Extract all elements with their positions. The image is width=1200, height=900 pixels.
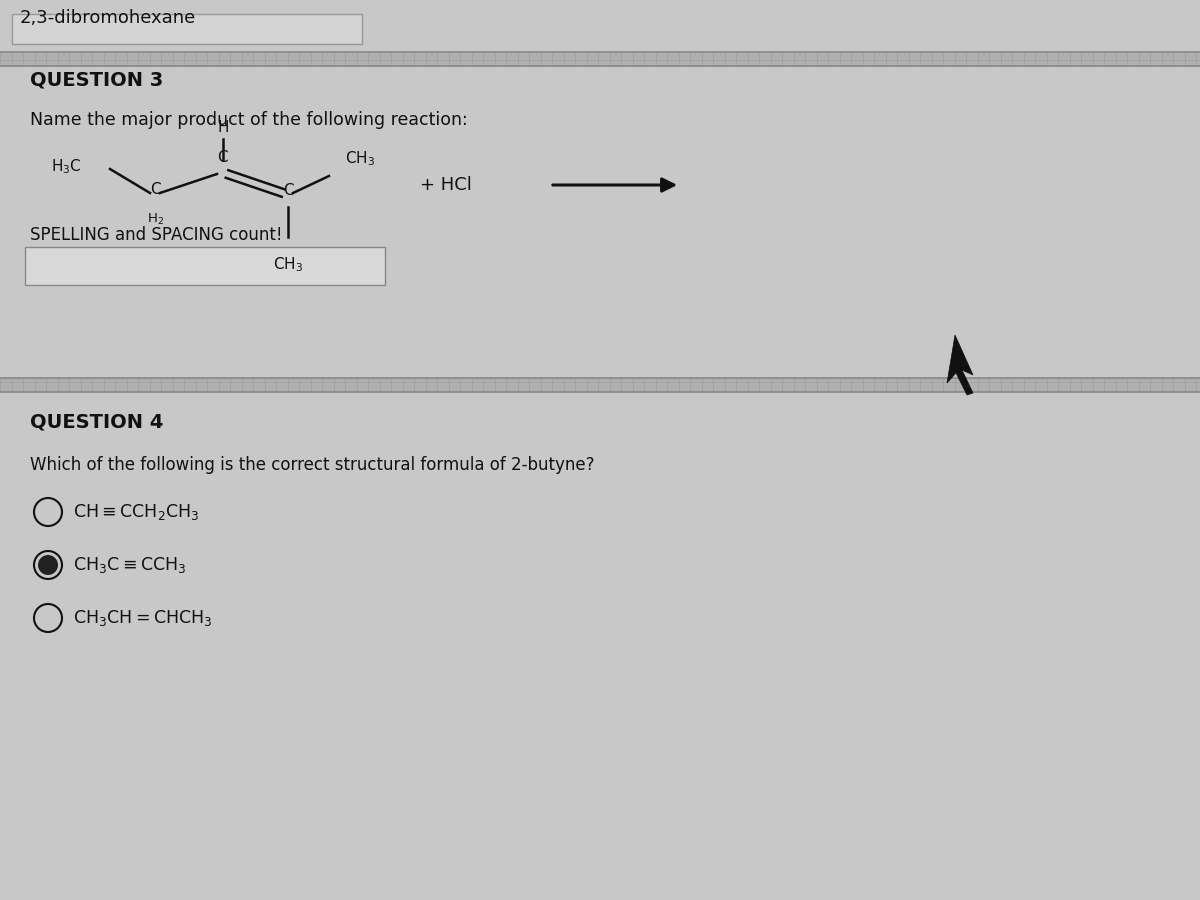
Text: + HCl: + HCl xyxy=(420,176,472,194)
Bar xyxy=(0,66,1200,378)
Text: CH$\equiv$CCH$_2$CH$_3$: CH$\equiv$CCH$_2$CH$_3$ xyxy=(73,502,199,522)
Text: C: C xyxy=(217,150,227,165)
Text: SPELLING and SPACING count!: SPELLING and SPACING count! xyxy=(30,226,282,244)
Text: C: C xyxy=(150,182,161,197)
Text: C: C xyxy=(283,183,293,198)
Bar xyxy=(12,14,362,44)
Text: CH$_3$C$\equiv$CCH$_3$: CH$_3$C$\equiv$CCH$_3$ xyxy=(73,555,186,575)
Bar xyxy=(25,247,385,285)
Polygon shape xyxy=(947,335,973,395)
Bar xyxy=(0,0,1200,52)
Text: 2,3-dibromohexane: 2,3-dibromohexane xyxy=(20,9,197,27)
Text: H$_3$C: H$_3$C xyxy=(52,158,82,176)
Text: H$_2$: H$_2$ xyxy=(146,212,163,227)
Text: Name the major product of the following reaction:: Name the major product of the following … xyxy=(30,111,468,129)
Text: Which of the following is the correct structural formula of 2-butyne?: Which of the following is the correct st… xyxy=(30,456,594,474)
Text: QUESTION 4: QUESTION 4 xyxy=(30,412,163,431)
Text: CH$_3$CH$=$CHCH$_3$: CH$_3$CH$=$CHCH$_3$ xyxy=(73,608,212,628)
Circle shape xyxy=(38,555,58,575)
Text: CH$_3$: CH$_3$ xyxy=(346,149,376,168)
Bar xyxy=(0,392,1200,900)
Text: CH$_3$: CH$_3$ xyxy=(272,255,304,274)
Text: QUESTION 3: QUESTION 3 xyxy=(30,70,163,89)
Text: H: H xyxy=(217,120,229,135)
